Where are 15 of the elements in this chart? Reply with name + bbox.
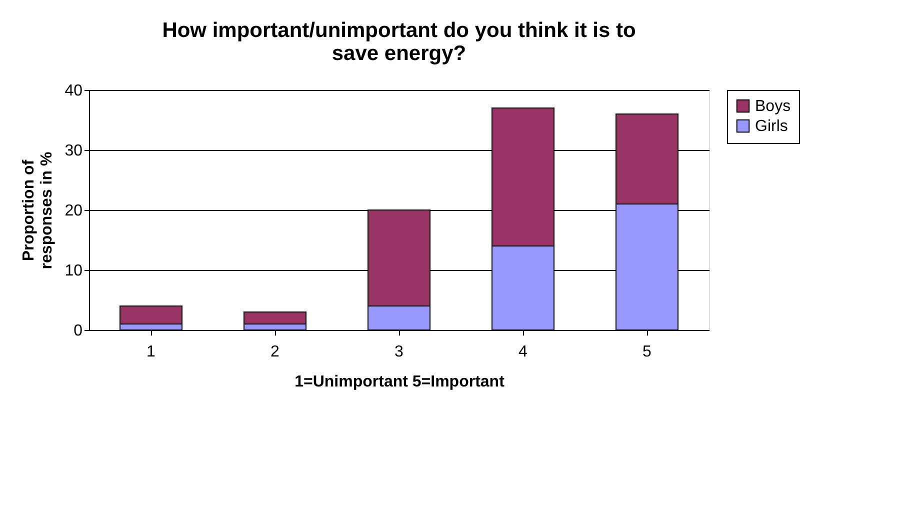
y-tick-label: 20 [64, 202, 83, 220]
y-tick-label: 30 [64, 142, 83, 160]
y-axis-title: Proportion of responses in % [20, 152, 56, 270]
x-tick-label: 1 [146, 344, 156, 360]
y-tick-label: 10 [64, 262, 83, 280]
x-tick-label: 5 [642, 344, 652, 360]
x-tick-label: 2 [270, 344, 280, 360]
x-tick-label: 3 [394, 344, 404, 360]
legend-label: Boys [755, 98, 791, 115]
y-tick-label: 0 [74, 322, 83, 340]
chart-title: How important/unimportant do you think it is to save energy? [162, 19, 636, 65]
legend-label: Girls [755, 118, 788, 135]
x-axis-title: 1=Unimportant 5=Important [294, 374, 506, 390]
y-tick-label: 40 [64, 82, 83, 100]
x-tick-label: 4 [518, 344, 528, 360]
